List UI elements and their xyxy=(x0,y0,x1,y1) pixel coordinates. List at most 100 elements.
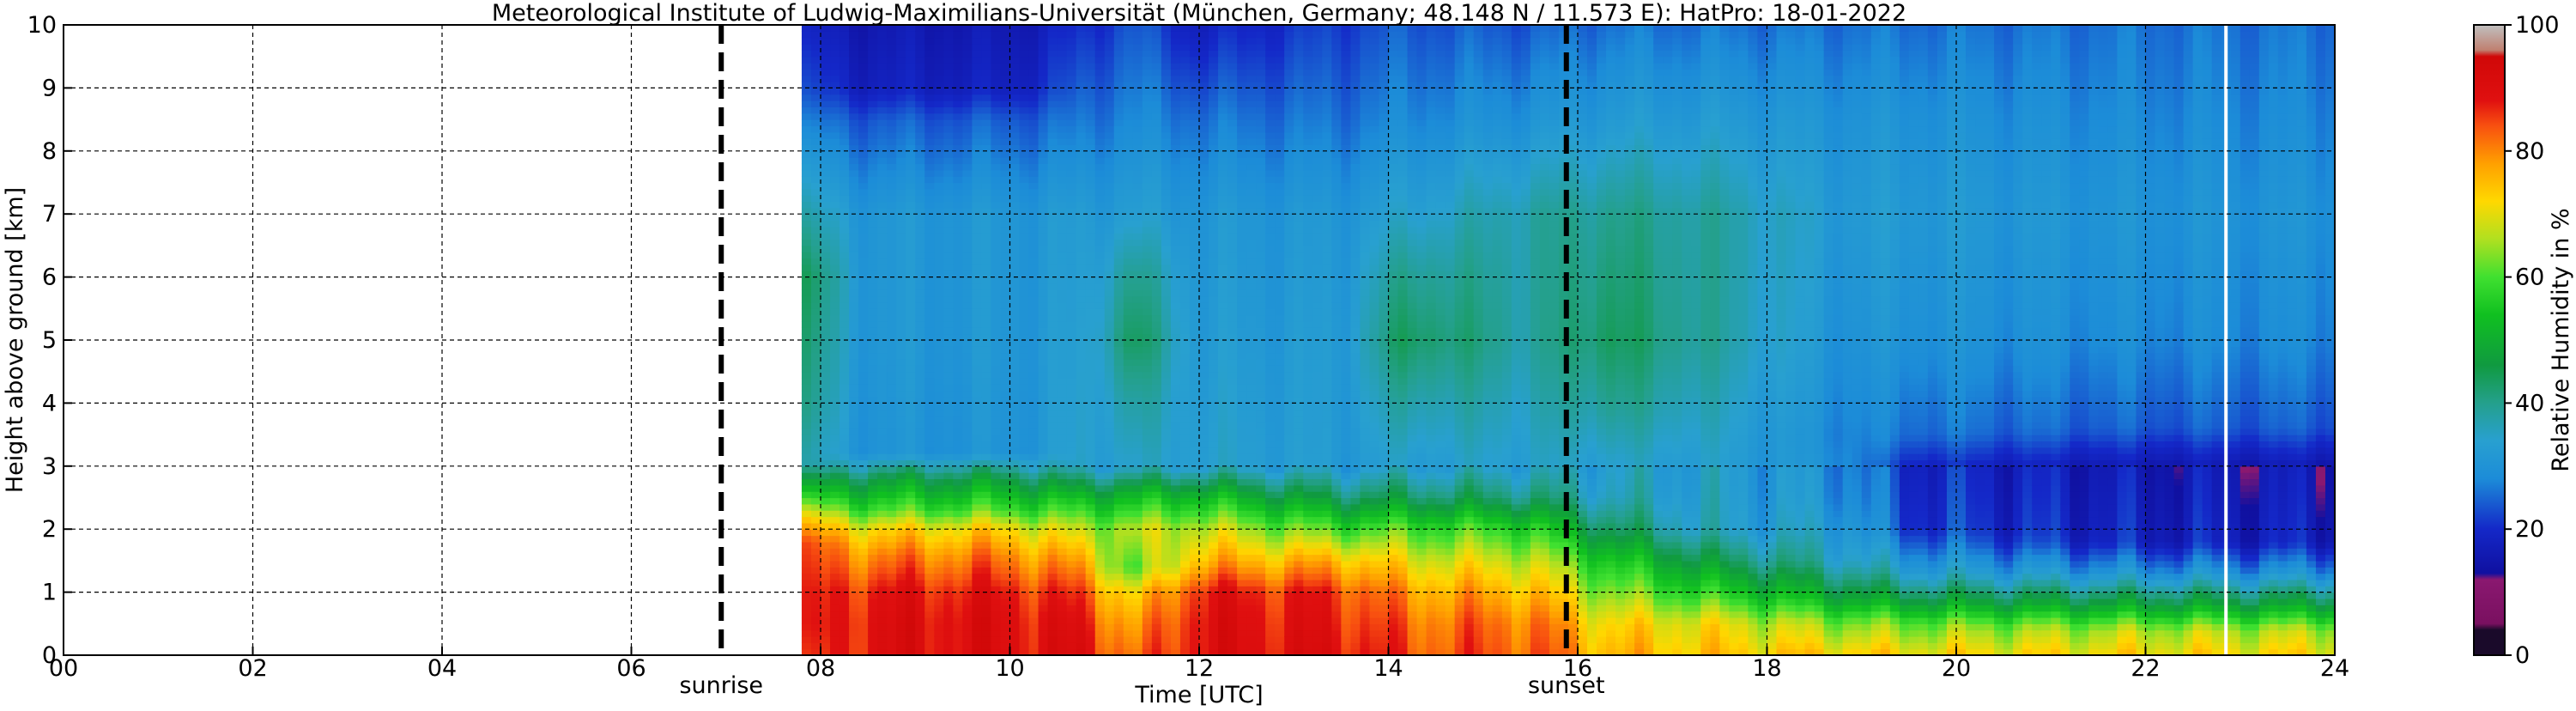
heatmap-cell xyxy=(943,535,954,543)
heatmap-cell xyxy=(849,37,859,45)
heatmap-cell xyxy=(906,447,916,454)
heatmap-cell xyxy=(991,378,1002,385)
heatmap-cell xyxy=(868,491,878,499)
heatmap-cell xyxy=(801,611,812,618)
heatmap-cell xyxy=(1237,359,1247,366)
heatmap-cell xyxy=(1028,579,1039,586)
heatmap-cell xyxy=(1123,333,1134,341)
heatmap-cell xyxy=(1227,207,1238,215)
heatmap-cell xyxy=(972,63,983,70)
heatmap-cell xyxy=(896,635,906,643)
heatmap-cell xyxy=(896,378,906,385)
heatmap-cell xyxy=(896,276,906,284)
heatmap-cell xyxy=(1000,295,1011,303)
heatmap-cell xyxy=(1256,214,1266,222)
heatmap-cell xyxy=(1237,611,1247,618)
heatmap-cell xyxy=(1246,554,1257,562)
heatmap-cell xyxy=(1047,214,1058,222)
heatmap-cell xyxy=(943,82,954,88)
heatmap-cell xyxy=(1189,131,1200,139)
heatmap-cell xyxy=(1000,82,1011,88)
heatmap-cell xyxy=(839,340,850,347)
heatmap-cell xyxy=(1047,25,1058,32)
heatmap-cell xyxy=(934,428,944,435)
heatmap-cell xyxy=(1009,541,1021,549)
heatmap-cell xyxy=(839,346,850,354)
heatmap-cell xyxy=(1076,617,1087,624)
heatmap-cell xyxy=(1104,138,1115,146)
heatmap-cell xyxy=(924,428,935,435)
heatmap-cell xyxy=(934,510,944,518)
heatmap-cell xyxy=(849,327,859,335)
heatmap-cell xyxy=(1066,314,1077,322)
heatmap-cell xyxy=(1179,522,1191,530)
heatmap-cell xyxy=(1113,611,1124,618)
heatmap-cell xyxy=(868,579,878,586)
heatmap-cell xyxy=(1085,535,1096,543)
heatmap-cell xyxy=(858,63,869,70)
heatmap-cell xyxy=(821,397,831,404)
heatmap-cell xyxy=(1104,207,1115,215)
heatmap-cell xyxy=(830,560,840,568)
heatmap-cell xyxy=(849,384,859,392)
heatmap-cell xyxy=(1132,617,1143,624)
heatmap-cell xyxy=(991,233,1002,240)
heatmap-cell xyxy=(849,252,859,259)
heatmap-cell xyxy=(1246,320,1257,328)
heatmap-cell xyxy=(1227,214,1238,222)
heatmap-cell xyxy=(1132,522,1143,530)
heatmap-cell xyxy=(877,453,888,461)
heatmap-cell xyxy=(962,125,973,133)
heatmap-cell xyxy=(1113,31,1124,39)
heatmap-cell xyxy=(1066,125,1077,133)
heatmap-cell xyxy=(1028,207,1039,215)
heatmap-cell xyxy=(887,252,897,259)
heatmap-cell xyxy=(830,497,840,505)
heatmap-cell xyxy=(1113,295,1124,303)
heatmap-cell xyxy=(1000,371,1011,379)
heatmap-cell xyxy=(906,497,916,505)
heatmap-cell xyxy=(1057,453,1068,461)
heatmap-cell xyxy=(1057,314,1068,322)
heatmap-cell xyxy=(821,503,831,511)
heatmap-cell xyxy=(858,352,869,360)
heatmap-cell xyxy=(1237,320,1247,328)
heatmap-cell xyxy=(1246,579,1257,586)
heatmap-cell xyxy=(1057,201,1068,209)
heatmap-cell xyxy=(915,623,925,631)
heatmap-cell xyxy=(810,295,821,303)
heatmap-cell xyxy=(868,327,878,335)
heatmap-cell xyxy=(1227,403,1238,410)
heatmap-cell xyxy=(877,252,888,259)
heatmap-cell xyxy=(924,541,935,549)
heatmap-cell xyxy=(1000,333,1011,341)
heatmap-cell xyxy=(1170,327,1181,335)
heatmap-cell xyxy=(1009,371,1021,379)
heatmap-cell xyxy=(1237,629,1247,637)
heatmap-cell xyxy=(953,510,963,518)
heatmap-cell xyxy=(1170,459,1181,467)
heatmap-cell xyxy=(924,214,935,222)
heatmap-cell xyxy=(1237,491,1247,499)
heatmap-cell xyxy=(962,567,973,574)
heatmap-cell xyxy=(924,320,935,328)
heatmap-cell xyxy=(1094,220,1106,228)
heatmap-cell xyxy=(972,50,983,58)
heatmap-cell xyxy=(1076,188,1087,196)
heatmap-cell xyxy=(1132,308,1143,316)
heatmap-cell xyxy=(849,214,859,222)
heatmap-cell xyxy=(1094,459,1106,467)
heatmap-cell xyxy=(953,617,963,624)
heatmap-cell xyxy=(868,434,878,442)
heatmap-cell xyxy=(1170,163,1181,171)
heatmap-cell xyxy=(1142,264,1153,271)
heatmap-cell xyxy=(962,434,973,442)
heatmap-cell xyxy=(1028,535,1039,543)
heatmap-cell xyxy=(1057,333,1068,341)
heatmap-cell xyxy=(839,648,850,656)
heatmap-cell xyxy=(1132,138,1143,146)
heatmap-cell xyxy=(1057,157,1068,165)
heatmap-cell xyxy=(1123,428,1134,435)
heatmap-cell xyxy=(839,264,850,271)
